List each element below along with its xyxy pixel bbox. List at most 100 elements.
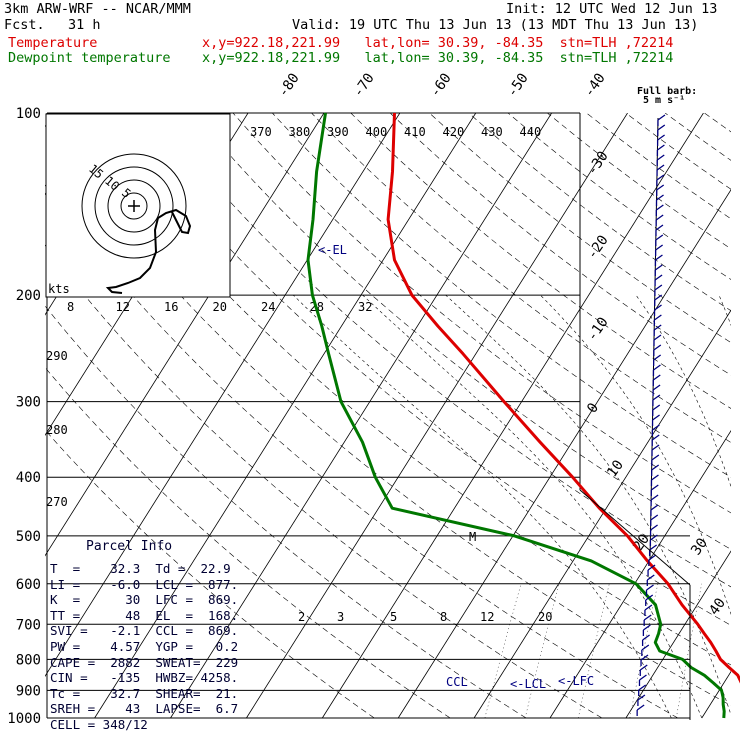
pressure-tick-label: 300 bbox=[16, 395, 41, 411]
annotations: <-EL CCL <-LCL <-LFC M bbox=[318, 243, 594, 691]
background-lines bbox=[45, 113, 731, 719]
lfc-marker: <-LFC bbox=[558, 674, 594, 688]
wind-barb bbox=[656, 174, 665, 181]
init-time: Init: 12 UTC Wed 12 Jun 13 bbox=[506, 1, 718, 17]
wind-barb bbox=[653, 344, 662, 351]
wind-barb bbox=[651, 434, 660, 441]
model-title: 3km ARW-WRF -- NCAR/MMM bbox=[4, 1, 191, 17]
pressure-tick-label: 200 bbox=[16, 288, 41, 304]
hodograph-speed-label: 16 bbox=[164, 300, 178, 314]
dry-adiabat bbox=[45, 366, 451, 719]
el-marker: <-EL bbox=[318, 243, 347, 257]
wind-barb bbox=[653, 314, 662, 321]
wind-barb bbox=[657, 124, 666, 131]
hodograph-speed-label: 8 bbox=[67, 300, 74, 314]
isotherm-line bbox=[246, 113, 628, 719]
isotherm-label: -40 bbox=[581, 70, 609, 100]
wind-barb bbox=[657, 144, 665, 151]
hodograph-ring bbox=[107, 179, 161, 233]
theta-label: 410 bbox=[404, 125, 426, 139]
wind-barb bbox=[641, 644, 650, 651]
valid-time: Valid: 19 UTC Thu 13 Jun 13 (13 MDT Thu … bbox=[292, 17, 699, 33]
wind-barb bbox=[654, 294, 663, 301]
parcel-info-row: LI = -6.0 LCL = 877. bbox=[50, 576, 239, 592]
dry-adiabat bbox=[232, 113, 731, 514]
pressure-tick-label: 900 bbox=[16, 683, 41, 699]
dry-adiabat bbox=[114, 113, 731, 626]
wind-barb bbox=[640, 654, 649, 661]
moist-adiabat bbox=[293, 294, 672, 719]
wind-barb bbox=[637, 694, 646, 701]
dry-adiabat bbox=[664, 113, 731, 161]
wind-barb bbox=[651, 464, 660, 471]
wind-barb bbox=[656, 194, 664, 201]
wind-barb bbox=[654, 284, 663, 291]
parcel-info-row: K = 30 LFC = 869. bbox=[50, 592, 239, 608]
theta-low-label: 280 bbox=[46, 423, 68, 437]
mixing-ratio-label: 20 bbox=[538, 610, 552, 624]
temperature-line bbox=[386, 112, 740, 684]
wind-barb bbox=[639, 664, 648, 671]
theta-label: 430 bbox=[481, 125, 503, 139]
mixing-ratio-line bbox=[629, 583, 659, 719]
wind-barb bbox=[655, 204, 664, 211]
parcel-info-title: Parcel Info bbox=[86, 539, 173, 554]
wind-barb bbox=[644, 604, 653, 611]
wind-barb bbox=[642, 634, 650, 641]
hodograph-speed-label: 20 bbox=[213, 300, 227, 314]
wind-barb bbox=[653, 354, 662, 361]
wind-barb bbox=[653, 334, 662, 341]
wind-barb bbox=[652, 374, 661, 381]
hodograph-ring bbox=[81, 153, 187, 259]
isotherm-label: -20 bbox=[584, 232, 612, 262]
wind-barb bbox=[652, 384, 661, 391]
wind-barb bbox=[655, 234, 664, 241]
wind-barb bbox=[657, 134, 665, 141]
wind-barb bbox=[646, 574, 655, 581]
dry-adiabat bbox=[507, 113, 731, 280]
pressure-tick-label: 400 bbox=[16, 470, 41, 486]
wind-barb bbox=[648, 554, 657, 561]
lcl-marker: <-LCL bbox=[510, 677, 546, 691]
pressure-tick-label: 600 bbox=[16, 577, 41, 593]
temperature-legend: Temperature bbox=[8, 35, 98, 51]
wind-barb bbox=[655, 244, 664, 251]
isotherm-label: 10 bbox=[604, 457, 627, 480]
wind-barb bbox=[643, 624, 651, 631]
isotherm-line bbox=[170, 113, 552, 719]
wind-barb bbox=[653, 364, 661, 371]
wind-barb bbox=[652, 414, 660, 421]
isotherm-line bbox=[701, 670, 731, 719]
wind-barb bbox=[650, 494, 659, 501]
wind-barb bbox=[654, 274, 663, 281]
wind-barb bbox=[636, 704, 645, 711]
dry-adiabat bbox=[586, 113, 731, 220]
wind-barb bbox=[650, 534, 658, 541]
mixing-ratio-line bbox=[524, 583, 560, 719]
isotherm-label: -70 bbox=[350, 70, 378, 100]
isotherm-line bbox=[625, 550, 731, 719]
wind-barb bbox=[654, 304, 662, 311]
theta-low-label: 290 bbox=[46, 349, 68, 363]
wind-barb bbox=[649, 544, 658, 551]
isotherm-label: 0 bbox=[584, 400, 602, 416]
dry-adiabat bbox=[45, 429, 375, 719]
wind-barb bbox=[652, 394, 661, 401]
mixing-ratio-line bbox=[676, 583, 702, 719]
hodograph-speed-label: 24 bbox=[261, 300, 275, 314]
wind-barb bbox=[652, 404, 661, 411]
wind-barb bbox=[647, 564, 656, 571]
parcel-info-row: CIN = -135 HWBZ= 4258. bbox=[50, 670, 239, 686]
isotherm-line bbox=[321, 113, 704, 719]
ccl-marker: CCL bbox=[446, 675, 468, 689]
dry-adiabat bbox=[311, 113, 731, 443]
wind-barb bbox=[650, 504, 659, 511]
dry-adiabat bbox=[350, 113, 731, 409]
wind-barb bbox=[655, 224, 664, 231]
dry-adiabat bbox=[45, 305, 527, 719]
parcel-info-row: T = 32.3 Td = 22.9 bbox=[50, 561, 231, 576]
hodograph-ring bbox=[120, 192, 148, 220]
wind-barbs bbox=[579, 114, 691, 720]
hodograph-speed-label: 12 bbox=[116, 300, 130, 314]
